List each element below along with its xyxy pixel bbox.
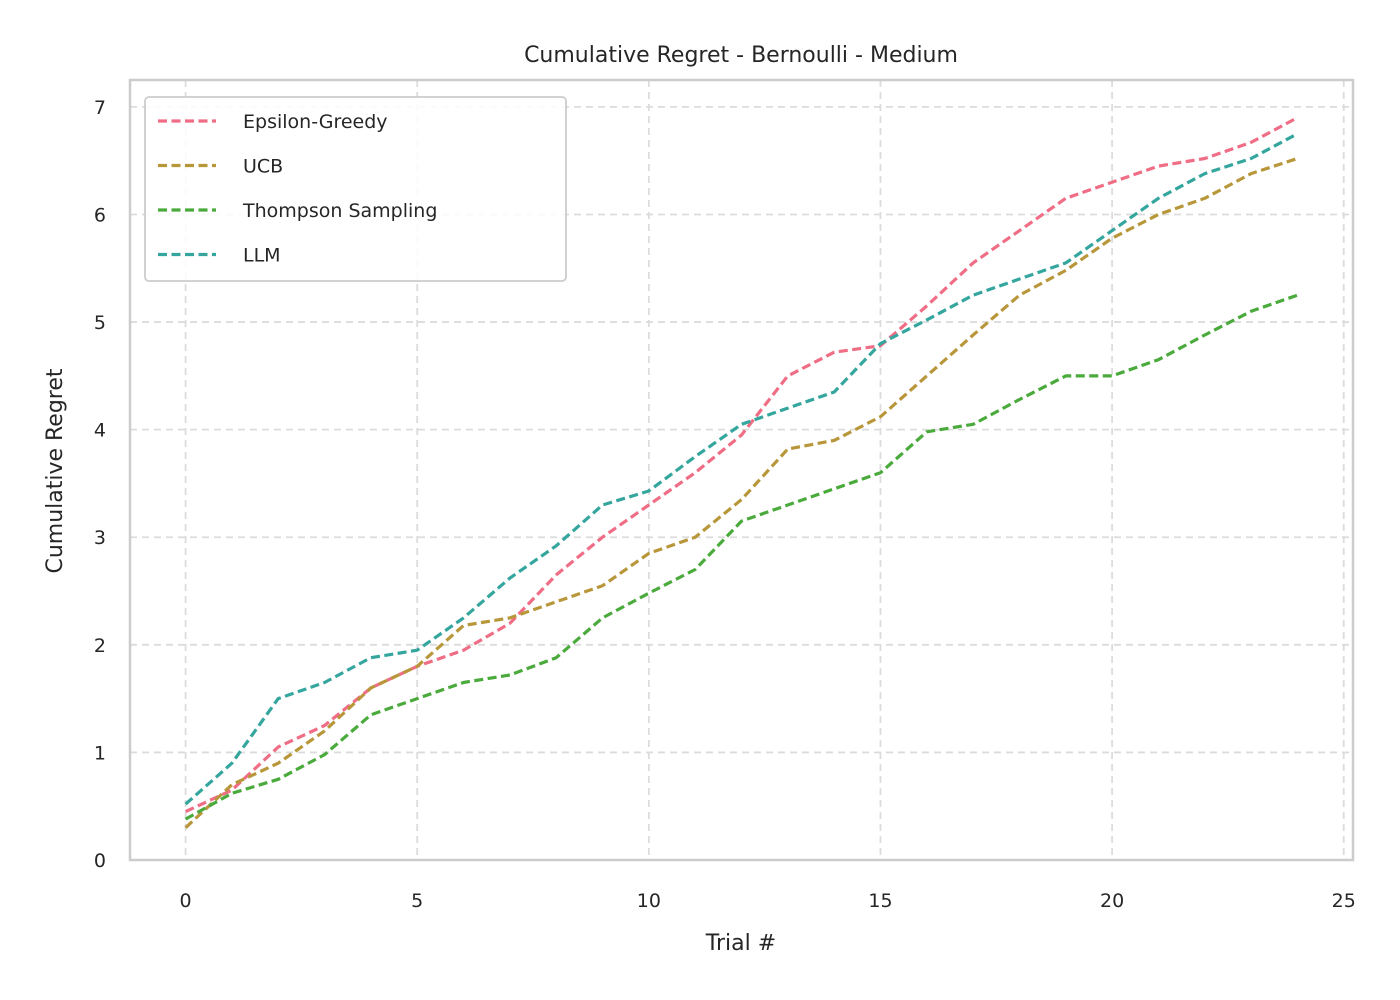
- legend-box: [144, 96, 567, 282]
- legend-label-thompson-sampling: Thompson Sampling: [242, 200, 437, 222]
- series-line-ucb: [184, 156, 1298, 829]
- x-tick-label: 10: [637, 890, 661, 912]
- x-tick-label: 20: [1100, 890, 1124, 912]
- series-line-thompson-sampling: [184, 293, 1298, 821]
- chart-title: Cumulative Regret - Bernoulli - Medium: [524, 43, 958, 68]
- y-tick-label: 6: [94, 204, 106, 226]
- series-lines: [184, 116, 1299, 829]
- legend-label-epsilon-greedy: Epsilon-Greedy: [243, 111, 388, 133]
- legend-label-ucb: UCB: [243, 156, 283, 178]
- plot-frame: [128, 78, 1355, 862]
- y-tick-label: 0: [94, 850, 106, 872]
- y-tick-label: 5: [94, 312, 106, 334]
- legend-label-llm: LLM: [243, 245, 281, 267]
- tick-labels: 0 5 10 15 20 25 0 1 2 3 4 5 6 7: [94, 97, 1356, 912]
- x-axis-label: Trial #: [705, 931, 776, 956]
- y-tick-label: 1: [94, 742, 106, 764]
- series-line-llm: [184, 132, 1299, 806]
- y-tick-label: 4: [94, 420, 106, 442]
- x-tick-label: 15: [868, 890, 892, 912]
- y-tick-label: 7: [94, 97, 106, 119]
- legend: Epsilon-Greedy UCB Thompson Sampling LLM: [144, 96, 567, 282]
- y-tick-label: 3: [94, 527, 106, 549]
- x-tick-label: 25: [1332, 890, 1356, 912]
- series-line-epsilon-greedy: [184, 116, 1299, 814]
- x-tick-label: 0: [180, 890, 192, 912]
- y-tick-label: 2: [94, 635, 106, 657]
- x-tick-label: 5: [411, 890, 423, 912]
- y-axis-label: Cumulative Regret: [43, 368, 68, 573]
- grid-lines: [130, 80, 1353, 861]
